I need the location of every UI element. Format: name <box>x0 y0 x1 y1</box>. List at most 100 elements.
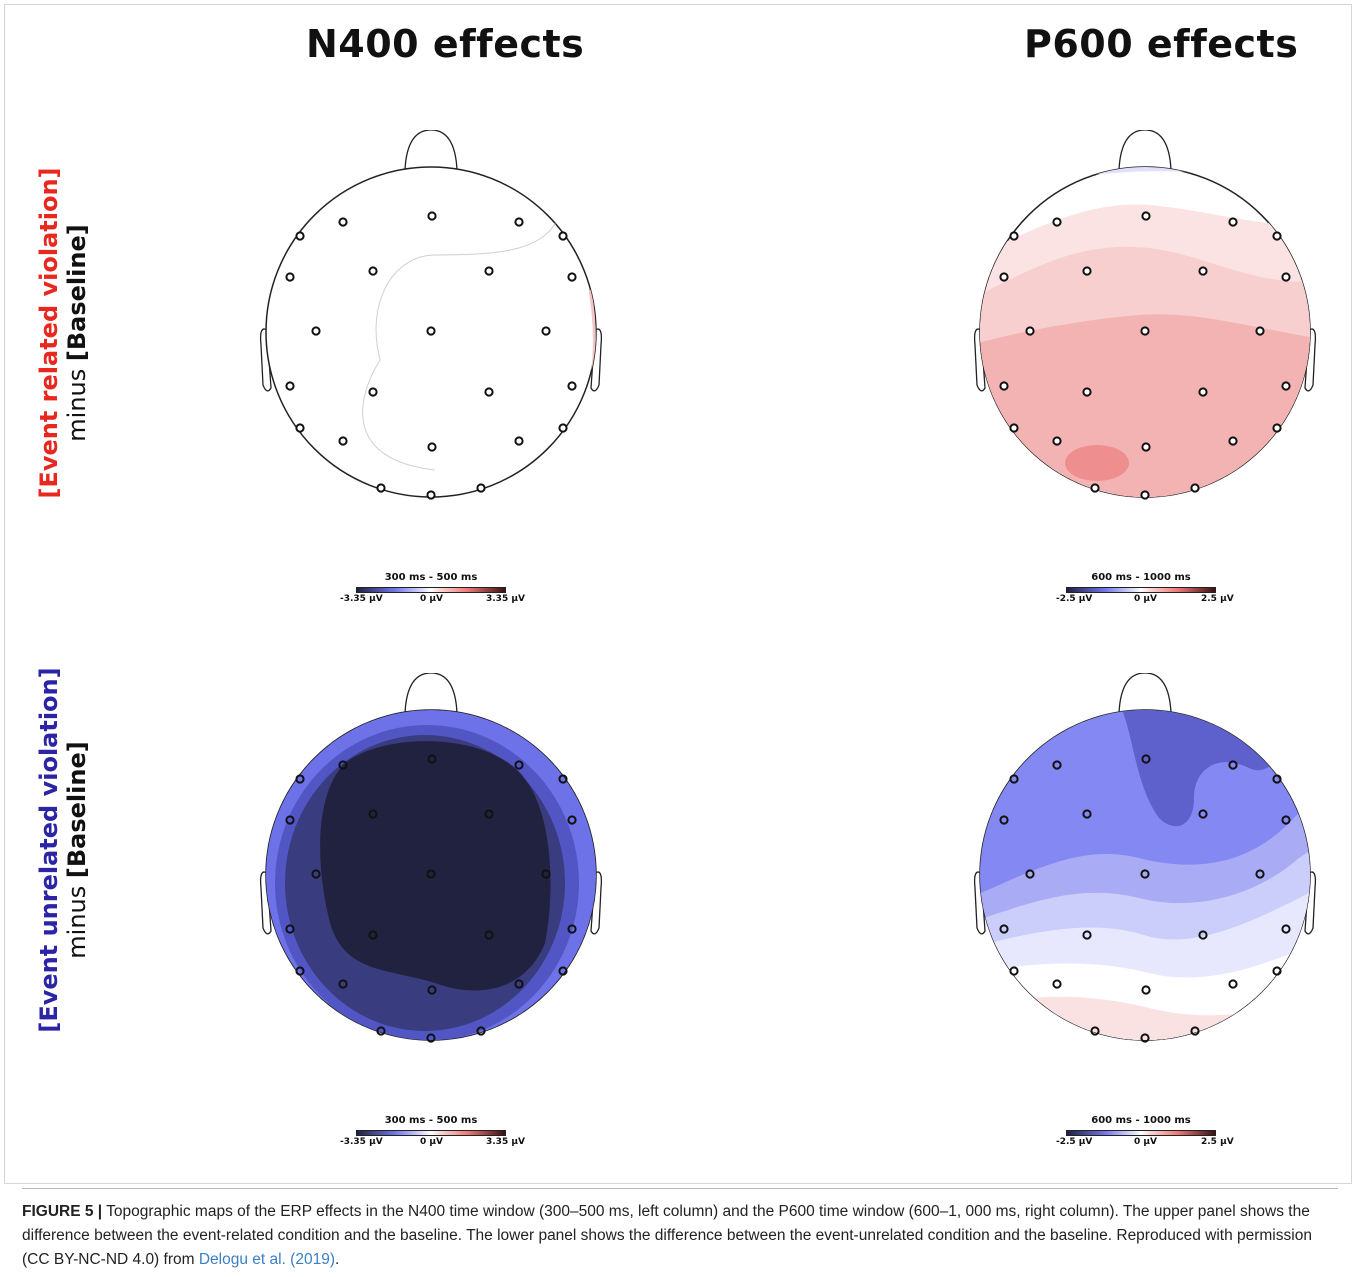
colorbar-gradient <box>1066 1130 1216 1136</box>
electrode <box>514 436 524 446</box>
electrode <box>1141 754 1151 764</box>
nose-shape <box>404 673 458 714</box>
left-ear-shape <box>973 328 986 392</box>
electrode <box>295 423 305 433</box>
electrode <box>295 774 305 784</box>
electrode <box>1082 809 1092 819</box>
electrode <box>1228 979 1238 989</box>
electrode <box>285 815 295 825</box>
electrode <box>1009 774 1019 784</box>
electrode <box>1281 924 1291 934</box>
caption-text: Topographic maps of the ERP effects in t… <box>22 1203 1312 1268</box>
colorbar-time-range: 600 ms - 1000 ms <box>1091 1115 1191 1126</box>
topomap-related-p600 <box>973 130 1317 500</box>
electrode <box>1190 483 1200 493</box>
electrode <box>541 869 551 879</box>
colorbar-gradient <box>356 1130 506 1136</box>
electrode <box>1228 760 1238 770</box>
electrode <box>427 985 437 995</box>
electrode <box>1255 326 1265 336</box>
row-label-unrelated-condition: [Event unrelated violation] <box>35 667 64 1033</box>
right-ear-shape <box>1304 871 1317 935</box>
colorbar-min-label: -2.5 μV <box>1056 594 1093 604</box>
nose-shape <box>1118 673 1172 714</box>
electrode <box>999 815 1009 825</box>
colorbar-max-label: 2.5 μV <box>1201 1137 1234 1147</box>
right-ear-shape <box>1304 328 1317 392</box>
electrode <box>1141 985 1151 995</box>
electrode <box>1281 815 1291 825</box>
electrode <box>295 966 305 976</box>
electrode <box>376 483 386 493</box>
caption-end: . <box>334 1251 340 1268</box>
electrode <box>567 381 577 391</box>
electrode <box>1190 1026 1200 1036</box>
electrode <box>484 266 494 276</box>
electrode <box>1082 930 1092 940</box>
electrode <box>514 760 524 770</box>
contour-line <box>362 214 561 471</box>
contour-fills <box>980 710 1310 1040</box>
colorbar-gradient <box>1066 587 1216 593</box>
figure-label: FIGURE 5 | <box>22 1203 103 1220</box>
electrode <box>567 272 577 282</box>
electrode <box>558 231 568 241</box>
electrode <box>514 217 524 227</box>
figure-frame <box>4 4 1352 1184</box>
electrode <box>427 754 437 764</box>
colorbar-time-range: 600 ms - 1000 ms <box>1091 572 1191 583</box>
electrode-set <box>285 754 577 1043</box>
electrode <box>1052 979 1062 989</box>
electrode <box>1009 231 1019 241</box>
electrode <box>376 1026 386 1036</box>
electrode <box>1141 211 1151 221</box>
electrode <box>1009 423 1019 433</box>
electrode <box>1025 869 1035 879</box>
colorbar-min-label: -3.35 μV <box>340 1137 383 1147</box>
row-label-unrelated: [Event unrelated violation] minus [Basel… <box>16 667 112 1033</box>
citation-link[interactable]: Delogu et al. (2019) <box>198 1251 335 1268</box>
electrode <box>368 387 378 397</box>
electrode <box>338 217 348 227</box>
row-label-related-condition: [Event related violation] <box>35 167 64 499</box>
row-label-related: [Event related violation] minus [Baselin… <box>16 153 112 513</box>
electrode <box>1198 266 1208 276</box>
colorbar-mid-label: 0 μV <box>1134 1137 1157 1147</box>
electrode <box>1140 326 1150 336</box>
left-ear-shape <box>259 328 272 392</box>
electrode <box>541 326 551 336</box>
electrode <box>311 326 321 336</box>
electrode <box>999 272 1009 282</box>
electrode <box>476 1026 486 1036</box>
electrode <box>368 809 378 819</box>
electrode <box>1140 869 1150 879</box>
electrode <box>338 436 348 446</box>
colorbar-min-label: -2.5 μV <box>1056 1137 1093 1147</box>
electrode <box>1082 266 1092 276</box>
electrode <box>1052 760 1062 770</box>
electrode <box>558 774 568 784</box>
electrode <box>514 979 524 989</box>
colorbar-unrelated-n400: 300 ms - 500 ms -3.35 μV 0 μV 3.35 μV <box>326 1115 536 1155</box>
electrode <box>368 930 378 940</box>
electrode <box>426 1033 436 1043</box>
electrode <box>1228 217 1238 227</box>
row-label-unrelated-baseline: minus [Baseline] <box>63 741 91 959</box>
electrode <box>1281 272 1291 282</box>
electrode <box>426 869 436 879</box>
electrode <box>999 381 1009 391</box>
colorbar-related-p600: 600 ms - 1000 ms -2.5 μV 0 μV 2.5 μV <box>1036 572 1246 612</box>
colorbar-related-n400: 300 ms - 500 ms -3.35 μV 0 μV 3.35 μV <box>326 572 536 612</box>
topomap-unrelated-p600 <box>973 673 1317 1043</box>
row-label-related-baseline: minus [Baseline] <box>63 224 91 442</box>
colorbar-unrelated-p600: 600 ms - 1000 ms -2.5 μV 0 μV 2.5 μV <box>1036 1115 1246 1155</box>
electrode <box>338 760 348 770</box>
colorbar-mid-label: 0 μV <box>420 594 443 604</box>
electrode <box>1082 387 1092 397</box>
electrode <box>285 924 295 934</box>
colorbar-time-range: 300 ms - 500 ms <box>384 1115 478 1126</box>
left-ear-shape <box>973 871 986 935</box>
colorbar-min-label: -3.35 μV <box>340 594 383 604</box>
electrode <box>484 930 494 940</box>
electrode <box>295 231 305 241</box>
